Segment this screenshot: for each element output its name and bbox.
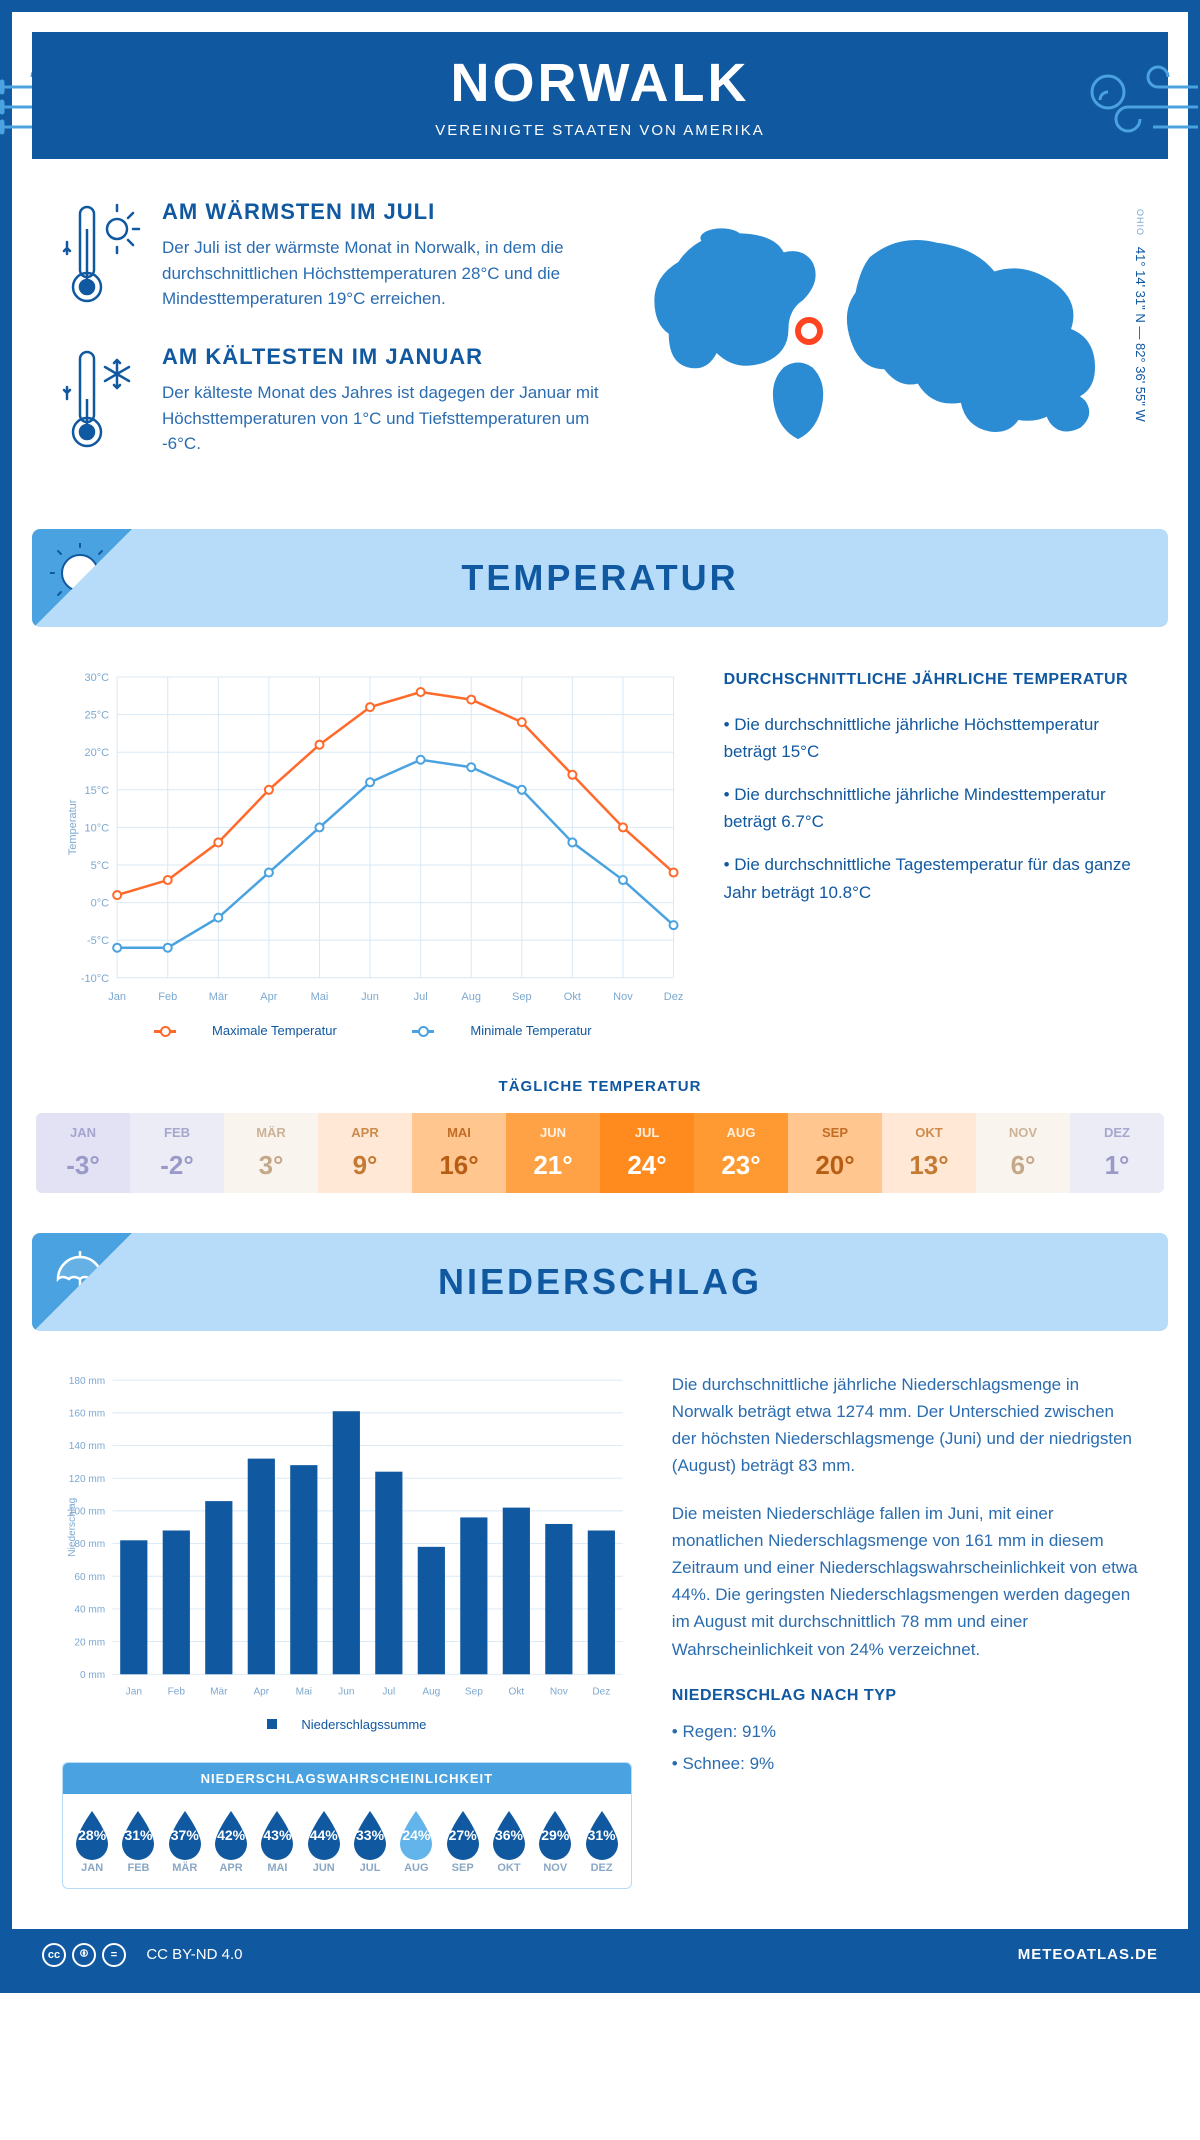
wind-icon	[1068, 52, 1200, 157]
svg-text:80 mm: 80 mm	[74, 1539, 105, 1550]
precip-legend: Niederschlagssumme	[62, 1717, 632, 1732]
svg-text:Aug: Aug	[422, 1686, 440, 1697]
prob-cell: 29% NOV	[532, 1808, 578, 1874]
svg-text:Aug: Aug	[461, 991, 481, 1003]
svg-text:Okt: Okt	[508, 1686, 524, 1697]
temp-cell: NOV6°	[976, 1113, 1070, 1193]
precipitation-chart: 0 mm20 mm40 mm60 mm80 mm100 mm120 mm140 …	[62, 1371, 632, 1702]
prob-cell: 42% APR	[208, 1808, 254, 1874]
prob-cell: 33% JUL	[347, 1808, 393, 1874]
prob-cell: 37% MÄR	[162, 1808, 208, 1874]
prob-cell: 31% DEZ	[578, 1808, 624, 1874]
prob-cell: 28% JAN	[69, 1808, 115, 1874]
temp-cell: JAN-3°	[36, 1113, 130, 1193]
temp-cell: OKT13°	[882, 1113, 976, 1193]
world-map	[640, 199, 1138, 459]
svg-text:Feb: Feb	[158, 991, 177, 1003]
svg-text:Dez: Dez	[664, 991, 684, 1003]
svg-text:Nov: Nov	[613, 991, 633, 1003]
temp-cell: FEB-2°	[130, 1113, 224, 1193]
svg-text:120 mm: 120 mm	[69, 1474, 105, 1485]
svg-text:140 mm: 140 mm	[69, 1441, 105, 1452]
prob-cell: 27% SEP	[440, 1808, 486, 1874]
svg-text:Niederschlag: Niederschlag	[67, 1498, 78, 1557]
temp-cell: AUG23°	[694, 1113, 788, 1193]
svg-text:Jan: Jan	[126, 1686, 142, 1697]
coordinates: OHIO 41° 14' 31" N — 82° 36' 55" W	[1133, 209, 1148, 422]
temp-cell: SEP20°	[788, 1113, 882, 1193]
daily-temp-title: TÄGLICHE TEMPERATUR	[12, 1078, 1188, 1095]
svg-text:0 mm: 0 mm	[80, 1670, 105, 1681]
svg-text:15°C: 15°C	[85, 785, 110, 797]
header: NORWALK VEREINIGTE STAATEN VON AMERIKA	[32, 32, 1168, 159]
svg-text:-10°C: -10°C	[81, 973, 109, 985]
svg-text:20 mm: 20 mm	[74, 1637, 105, 1648]
daily-temp-strip: JAN-3° FEB-2° MÄR3° APR9° MAI16° JUN21° …	[36, 1113, 1164, 1193]
footer: cc🅯= CC BY-ND 4.0 METEOATLAS.DE	[12, 1929, 1188, 1981]
svg-text:Nov: Nov	[550, 1686, 569, 1697]
svg-text:Jun: Jun	[338, 1686, 354, 1697]
prob-cell: 31% FEB	[115, 1808, 161, 1874]
svg-text:5°C: 5°C	[91, 860, 110, 872]
warmest-fact: AM WÄRMSTEN IM JULI Der Juli ist der wär…	[62, 199, 610, 314]
temp-cell: MAI16°	[412, 1113, 506, 1193]
temp-cell: JUN21°	[506, 1113, 600, 1193]
prob-cell: 44% JUN	[301, 1808, 347, 1874]
svg-text:Mär: Mär	[210, 1686, 228, 1697]
warmest-title: AM WÄRMSTEN IM JULI	[162, 199, 610, 225]
thermometer-sun-icon	[62, 199, 142, 314]
svg-text:Feb: Feb	[168, 1686, 186, 1697]
svg-text:Dez: Dez	[592, 1686, 610, 1697]
svg-text:Jan: Jan	[108, 991, 126, 1003]
svg-text:60 mm: 60 mm	[74, 1572, 105, 1583]
svg-text:Jul: Jul	[382, 1686, 395, 1697]
svg-text:Temperatur: Temperatur	[67, 799, 79, 855]
svg-text:Sep: Sep	[465, 1686, 483, 1697]
coldest-text: Der kälteste Monat des Jahres ist dagege…	[162, 380, 610, 457]
temp-cell: JUL24°	[600, 1113, 694, 1193]
svg-text:Mai: Mai	[296, 1686, 312, 1697]
temperature-chart: -10°C -5°C 0°C 5°C 10°C 15°C 20°C 25°C 30°C Jan Fe…	[62, 667, 684, 1008]
svg-text:25°C: 25°C	[85, 710, 110, 722]
temp-cell: APR9°	[318, 1113, 412, 1193]
svg-text:30°C: 30°C	[85, 672, 110, 684]
location-marker	[795, 317, 823, 345]
temp-banner: TEMPERATUR	[32, 529, 1168, 627]
svg-text:Mär: Mär	[209, 991, 228, 1003]
site-name: METEOATLAS.DE	[1018, 1946, 1158, 1963]
thermometer-snow-icon	[62, 344, 142, 459]
svg-text:Sep: Sep	[512, 991, 532, 1003]
temp-text-title: DURCHSCHNITTLICHE JÄHRLICHE TEMPERATUR	[724, 667, 1138, 693]
svg-text:180 mm: 180 mm	[69, 1376, 105, 1387]
coldest-fact: AM KÄLTESTEN IM JANUAR Der kälteste Mona…	[62, 344, 610, 459]
prob-cell: 24% AUG	[393, 1808, 439, 1874]
svg-text:Jun: Jun	[361, 991, 379, 1003]
svg-text:Jul: Jul	[414, 991, 428, 1003]
svg-text:Apr: Apr	[260, 991, 277, 1003]
temp-cell: MÄR3°	[224, 1113, 318, 1193]
license: cc🅯= CC BY-ND 4.0	[42, 1943, 243, 1967]
svg-text:0°C: 0°C	[91, 898, 110, 910]
svg-text:Okt: Okt	[564, 991, 581, 1003]
coldest-title: AM KÄLTESTEN IM JANUAR	[162, 344, 610, 370]
svg-text:160 mm: 160 mm	[69, 1408, 105, 1419]
svg-text:Mai: Mai	[311, 991, 329, 1003]
temp-legend: Maximale Temperatur Minimale Temperatur	[62, 1023, 684, 1038]
prob-cell: 43% MAI	[254, 1808, 300, 1874]
svg-text:-5°C: -5°C	[87, 935, 109, 947]
warmest-text: Der Juli ist der wärmste Monat in Norwal…	[162, 235, 610, 312]
precip-probability: NIEDERSCHLAGSWAHRSCHEINLICHKEIT 28% JAN …	[62, 1762, 632, 1889]
svg-text:Apr: Apr	[253, 1686, 269, 1697]
svg-text:40 mm: 40 mm	[74, 1604, 105, 1615]
page-title: NORWALK	[32, 52, 1168, 114]
prob-cell: 36% OKT	[486, 1808, 532, 1874]
svg-text:10°C: 10°C	[85, 822, 110, 834]
svg-text:20°C: 20°C	[85, 747, 110, 759]
precip-banner: NIEDERSCHLAG	[32, 1233, 1168, 1331]
temp-cell: DEZ1°	[1070, 1113, 1164, 1193]
page-subtitle: VEREINIGTE STAATEN VON AMERIKA	[32, 122, 1168, 139]
